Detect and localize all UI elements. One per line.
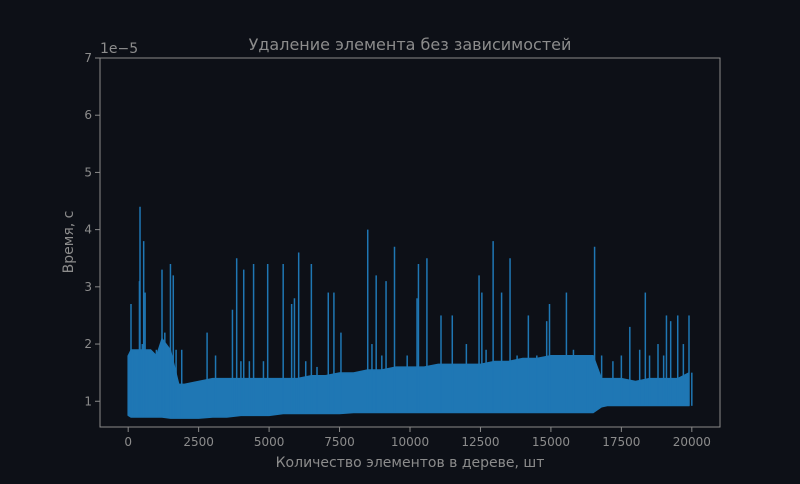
x-axis: 0 2500 5000 7500 10000 12500 15000 17500 20000 — [124, 427, 711, 449]
y-offset-label: 1e−5 — [100, 41, 138, 57]
chart-title: Удаление элемента без зависимостей — [249, 35, 572, 54]
x-axis-label: Количество элементов в дереве, шт — [276, 455, 545, 471]
y-axis-label: Время, с — [61, 211, 77, 274]
y-axis: 1 2 3 4 5 6 7 — [84, 51, 100, 408]
y-tick-label: 4 — [84, 223, 92, 237]
x-tick-label: 12500 — [461, 435, 499, 449]
x-tick-label: 10000 — [391, 435, 429, 449]
data-layer — [127, 206, 693, 419]
y-tick-label: 5 — [84, 165, 92, 179]
y-tick-label: 6 — [84, 108, 92, 122]
x-tick-label: 20000 — [673, 435, 711, 449]
y-tick-label: 7 — [84, 51, 92, 65]
y-tick-label: 3 — [84, 280, 92, 294]
y-tick-label: 2 — [84, 337, 92, 351]
x-tick-label: 7500 — [324, 435, 355, 449]
x-tick-label: 15000 — [532, 435, 570, 449]
x-tick-label: 0 — [124, 435, 132, 449]
x-tick-label: 17500 — [602, 435, 640, 449]
x-tick-label: 5000 — [254, 435, 285, 449]
x-tick-label: 2500 — [183, 435, 214, 449]
y-tick-label: 1 — [84, 394, 92, 408]
